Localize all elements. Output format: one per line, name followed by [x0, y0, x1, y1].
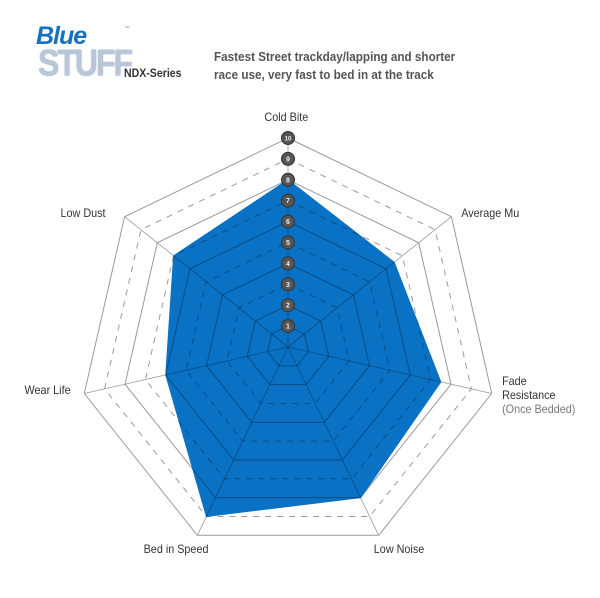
- scale-marker-7: [281, 193, 295, 208]
- spoke-4: [196, 346, 289, 517]
- fade-sublabel: (Once Bedded): [502, 402, 576, 416]
- grid-ring-10: [83, 137, 493, 536]
- axis-label-low-dust: Low Dust: [60, 206, 106, 220]
- scale-marker-2: [281, 298, 295, 313]
- scale-marker-1: [281, 319, 295, 334]
- axis-label-cold-bite: Cold Bite: [264, 110, 309, 124]
- axis-label-wear-life: Wear Life: [24, 383, 71, 397]
- logo-text-stuff: STUFF: [38, 42, 133, 84]
- fade-label-line1: Fade: [502, 374, 527, 388]
- scale-marker-3: [281, 277, 295, 292]
- axis-label-low-noise: Low Noise: [373, 542, 425, 556]
- scale-marker-5: [281, 235, 295, 250]
- logo-text-blue: Blue: [36, 22, 87, 50]
- spoke-6: [165, 216, 289, 348]
- scale-label-3: 3: [286, 282, 290, 289]
- description-line-2: race use, very fast to bed in at the tra…: [214, 67, 434, 82]
- spoke-2: [287, 346, 441, 394]
- scale-label-5: 5: [286, 240, 290, 247]
- grid-ring-9: [104, 158, 472, 517]
- grid-ring-4: [205, 262, 371, 423]
- scale-marker-4: [281, 256, 295, 271]
- description: Fastest Street trackday/lapping and shor…: [214, 48, 455, 84]
- data-area: [165, 179, 442, 518]
- scale-label-9: 9: [286, 156, 290, 163]
- grid-ring-1: [267, 325, 309, 367]
- grid-ring-3: [226, 283, 350, 404]
- axis-label-bed-in-speed: Bed in Speed: [143, 542, 209, 556]
- scale-marker-8: [281, 172, 295, 187]
- scale-label-10: 10: [285, 137, 292, 143]
- fade-label-line2: Resistance: [502, 388, 556, 402]
- scale-label-4: 4: [286, 261, 290, 268]
- bluestuff-logo: Blue STUFF ™: [28, 22, 133, 84]
- axis-label-average-mu: Average Mu: [461, 206, 520, 220]
- scale-marker-9: [281, 151, 295, 166]
- series-name: NDX-Series: [124, 66, 182, 80]
- scale-label-6: 6: [286, 219, 290, 226]
- scale-label-2: 2: [286, 303, 290, 310]
- grid-ring-6: [165, 221, 411, 461]
- scale-marker-10: [281, 131, 295, 145]
- grid-ring-5: [185, 241, 391, 442]
- description-line-1: Fastest Street trackday/lapping and shor…: [214, 49, 456, 64]
- grid-ring-2: [246, 304, 330, 386]
- scale-label-7: 7: [286, 198, 290, 205]
- scale-marker-6: [281, 214, 295, 229]
- axis-label-fade-resistance: Fade Resistance (Once Bedded): [502, 374, 575, 416]
- logo-trademark: ™: [124, 26, 130, 32]
- spoke-5: [165, 346, 289, 394]
- scale-label-1: 1: [286, 324, 290, 331]
- scale-label-8: 8: [286, 177, 290, 184]
